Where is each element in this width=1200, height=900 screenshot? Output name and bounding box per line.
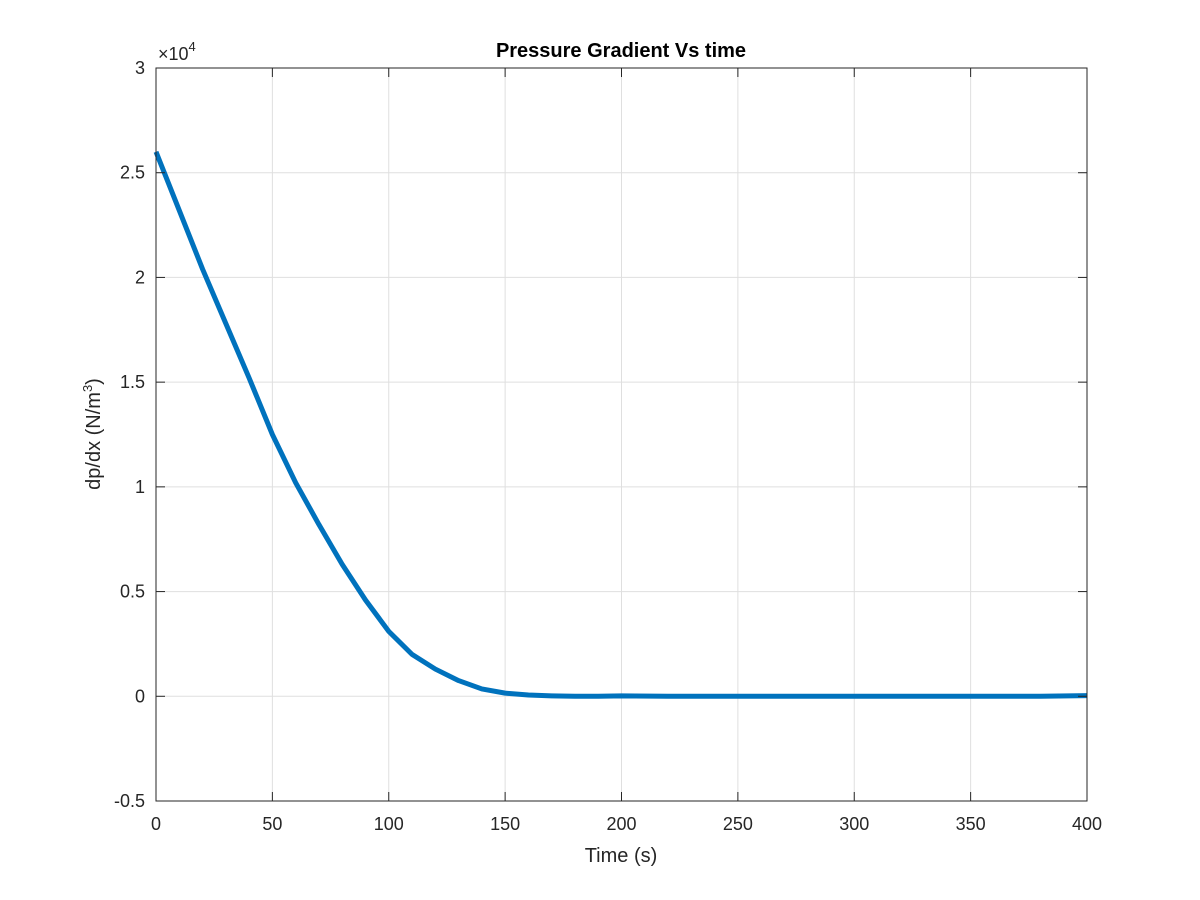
x-axis-label: Time (s): [585, 845, 658, 867]
x-tick-label: 0: [151, 814, 161, 834]
y-axis-label: dp/dx (N/m3): [80, 378, 105, 490]
y-axis-label-text: dp/dx (N/m: [83, 392, 105, 490]
x-tick-label: 150: [490, 814, 520, 834]
y-exponent-label: ×104: [158, 39, 196, 64]
chart-title: Pressure Gradient Vs time: [496, 40, 746, 62]
y-tick-label: 0: [135, 686, 145, 706]
y-tick-label: 2: [135, 267, 145, 287]
y-exponent-power: 4: [189, 39, 196, 54]
x-tick-label: 300: [839, 814, 869, 834]
series-layer: [153, 150, 1088, 699]
y-tick-label: 1.5: [120, 372, 145, 392]
x-tick-label: 400: [1072, 814, 1102, 834]
y-tick-label: -0.5: [114, 791, 145, 811]
y-exponent-prefix: ×10: [158, 44, 189, 64]
x-tick-label: 250: [723, 814, 753, 834]
x-tick-label: 100: [374, 814, 404, 834]
x-tick-label: 350: [956, 814, 986, 834]
x-tick-label: 50: [262, 814, 282, 834]
y-tick-label: 1: [135, 477, 145, 497]
y-axis-label-close: ): [83, 378, 105, 385]
y-ticks: -0.5 0 0.5 1 1.5 2 2.5 3: [114, 58, 1087, 811]
x-ticks: 0 50 100 150 200 250 300 350 400: [151, 68, 1102, 834]
y-tick-label: 3: [135, 58, 145, 78]
series-line: [153, 150, 1088, 699]
y-axis-label-sup: 3: [80, 385, 95, 392]
y-tick-label: 0.5: [120, 582, 145, 602]
y-tick-label: 2.5: [120, 163, 145, 183]
x-tick-label: 200: [606, 814, 636, 834]
